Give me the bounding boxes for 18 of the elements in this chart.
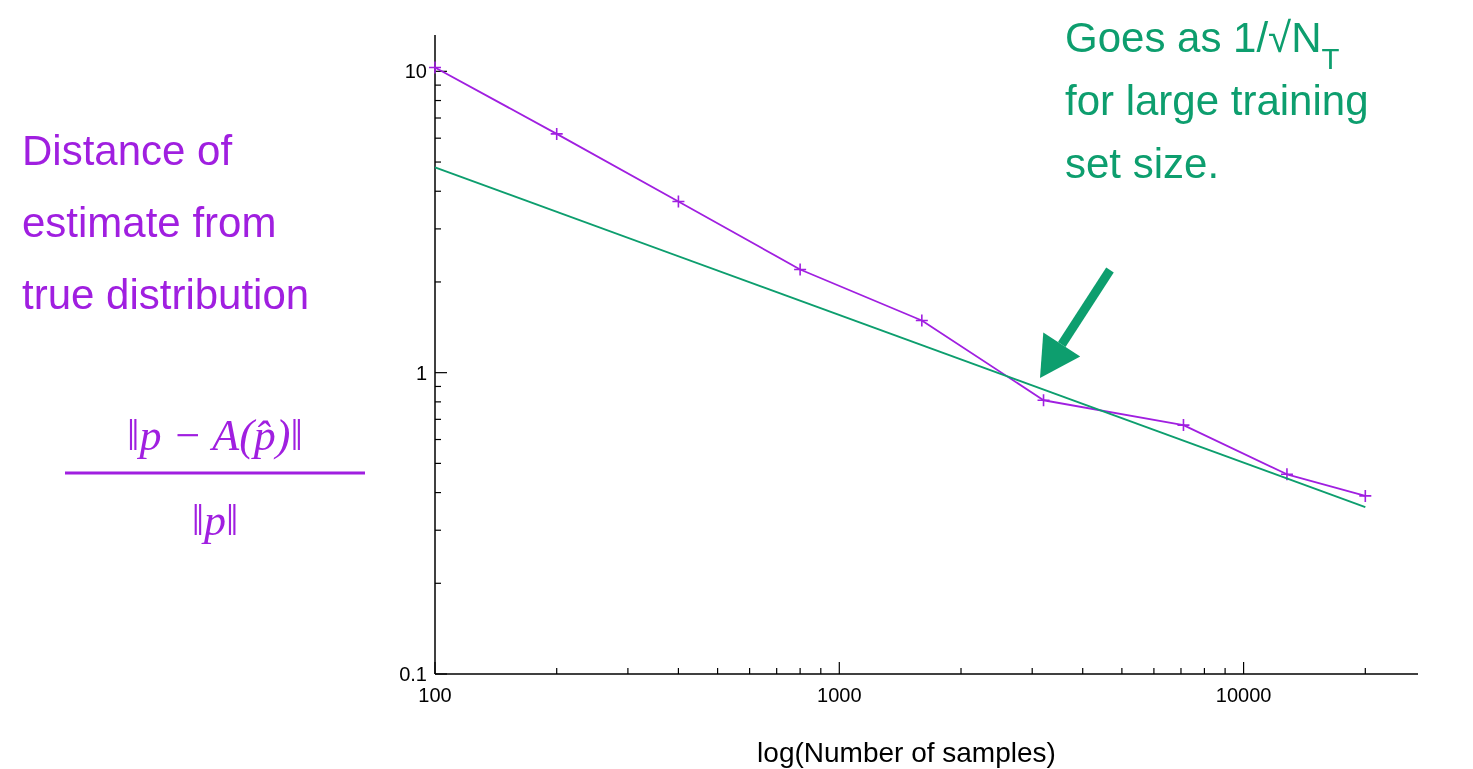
x-tick-label: 10000 bbox=[1215, 684, 1272, 706]
text: ‖p − A(p̂)‖ bbox=[127, 411, 303, 460]
point bbox=[1280, 467, 1294, 482]
y-tick-label: 10 bbox=[404, 60, 427, 83]
point bbox=[428, 60, 442, 75]
point bbox=[793, 262, 807, 277]
x-tick-label: 100 bbox=[418, 684, 452, 706]
y-tick-label: 1 bbox=[415, 361, 427, 384]
annotation: Goes as 1/√N$_{T}$ for large training set size. bbox=[1065, 14, 1369, 187]
point bbox=[671, 194, 686, 209]
point bbox=[915, 313, 929, 328]
y-tick-label: 0.1 bbox=[399, 663, 427, 685]
x-tick-label: 1000 bbox=[817, 684, 862, 706]
x-axis-title: log(Number of samples) bbox=[757, 737, 1056, 768]
point bbox=[1036, 393, 1051, 408]
y-axis-title: Distance of estimate from true distribution bbox=[22, 127, 310, 318]
text: ‖p‖ bbox=[191, 496, 239, 545]
point bbox=[549, 127, 564, 141]
